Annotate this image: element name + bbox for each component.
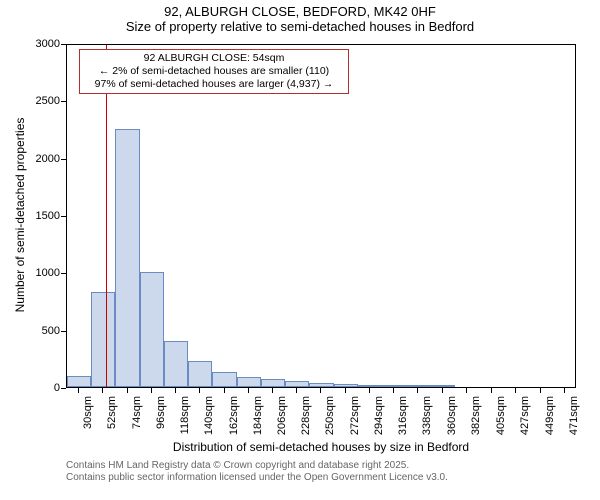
x-tick-mark bbox=[296, 388, 297, 393]
x-tick-label: 140sqm bbox=[203, 396, 215, 435]
x-tick-mark bbox=[127, 388, 128, 393]
x-axis-label: Distribution of semi-detached houses by … bbox=[66, 440, 576, 454]
x-tick-label: 338sqm bbox=[421, 396, 433, 435]
histogram-bar bbox=[91, 292, 115, 387]
y-tick-label: 2500 bbox=[20, 95, 60, 107]
x-tick-label: 118sqm bbox=[179, 396, 191, 434]
histogram-bar bbox=[261, 379, 285, 387]
x-tick-mark bbox=[369, 388, 370, 393]
x-tick-mark bbox=[78, 388, 79, 393]
annotation-line: ← 2% of semi-detached houses are smaller… bbox=[86, 65, 342, 78]
x-tick-mark bbox=[442, 388, 443, 393]
y-tick-mark bbox=[61, 159, 66, 160]
histogram-bar bbox=[406, 385, 430, 387]
histogram-bar bbox=[67, 376, 91, 387]
histogram-bar bbox=[188, 361, 212, 387]
chart-title-line1: 92, ALBURGH CLOSE, BEDFORD, MK42 0HF bbox=[0, 4, 600, 19]
x-tick-label: 316sqm bbox=[397, 396, 409, 435]
x-tick-label: 250sqm bbox=[324, 396, 336, 435]
histogram-bar bbox=[358, 385, 382, 387]
histogram-bar bbox=[334, 384, 358, 387]
x-tick-mark bbox=[393, 388, 394, 393]
x-tick-mark bbox=[272, 388, 273, 393]
chart-plot-area: 92 ALBURGH CLOSE: 54sqm← 2% of semi-deta… bbox=[66, 44, 576, 388]
x-tick-mark bbox=[564, 388, 565, 393]
histogram-bar bbox=[164, 341, 188, 387]
histogram-bar bbox=[140, 272, 164, 387]
x-tick-label: 294sqm bbox=[373, 396, 385, 435]
annotation-box: 92 ALBURGH CLOSE: 54sqm← 2% of semi-deta… bbox=[79, 49, 349, 94]
y-tick-mark bbox=[61, 331, 66, 332]
x-tick-label: 405sqm bbox=[495, 396, 507, 435]
y-tick-label: 0 bbox=[20, 382, 60, 394]
annotation-line: 92 ALBURGH CLOSE: 54sqm bbox=[86, 52, 342, 65]
histogram-bar bbox=[212, 372, 236, 387]
y-tick-mark bbox=[61, 388, 66, 389]
x-tick-label: 30sqm bbox=[82, 396, 94, 429]
x-tick-mark bbox=[345, 388, 346, 393]
x-tick-label: 272sqm bbox=[349, 396, 361, 435]
histogram-bar bbox=[115, 129, 139, 387]
x-tick-mark bbox=[540, 388, 541, 393]
x-tick-label: 427sqm bbox=[519, 396, 531, 435]
x-tick-label: 471sqm bbox=[568, 396, 580, 435]
histogram-bar bbox=[382, 385, 406, 387]
x-tick-mark bbox=[151, 388, 152, 393]
x-tick-mark bbox=[491, 388, 492, 393]
x-tick-label: 184sqm bbox=[252, 396, 264, 435]
x-tick-label: 382sqm bbox=[470, 396, 482, 435]
histogram-bar bbox=[309, 383, 333, 387]
x-tick-label: 206sqm bbox=[276, 396, 288, 435]
chart-title-block: 92, ALBURGH CLOSE, BEDFORD, MK42 0HF Siz… bbox=[0, 4, 600, 34]
histogram-bar bbox=[285, 381, 309, 387]
histogram-bar bbox=[237, 377, 261, 387]
y-tick-label: 500 bbox=[20, 325, 60, 337]
y-tick-mark bbox=[61, 44, 66, 45]
y-tick-label: 2000 bbox=[20, 153, 60, 165]
x-tick-label: 74sqm bbox=[131, 396, 143, 429]
x-tick-label: 228sqm bbox=[300, 396, 312, 435]
x-tick-mark bbox=[320, 388, 321, 393]
x-tick-label: 360sqm bbox=[446, 396, 458, 435]
x-tick-label: 449sqm bbox=[544, 396, 556, 435]
x-tick-label: 96sqm bbox=[155, 396, 167, 429]
y-tick-mark bbox=[61, 216, 66, 217]
x-tick-label: 162sqm bbox=[228, 396, 240, 435]
x-tick-mark bbox=[102, 388, 103, 393]
x-tick-mark bbox=[224, 388, 225, 393]
x-tick-label: 52sqm bbox=[106, 396, 118, 429]
x-tick-mark bbox=[199, 388, 200, 393]
y-tick-mark bbox=[61, 101, 66, 102]
x-tick-mark bbox=[417, 388, 418, 393]
x-tick-mark bbox=[466, 388, 467, 393]
x-tick-mark bbox=[175, 388, 176, 393]
footer-line1: Contains HM Land Registry data © Crown c… bbox=[66, 460, 448, 472]
property-marker-line bbox=[106, 45, 107, 387]
y-tick-label: 1000 bbox=[20, 267, 60, 279]
annotation-line: 97% of semi-detached houses are larger (… bbox=[86, 78, 342, 91]
y-tick-mark bbox=[61, 273, 66, 274]
histogram-bar bbox=[430, 385, 454, 387]
y-tick-label: 3000 bbox=[20, 38, 60, 50]
x-tick-mark bbox=[515, 388, 516, 393]
footer-line2: Contains public sector information licen… bbox=[66, 472, 448, 484]
x-tick-mark bbox=[248, 388, 249, 393]
chart-footer: Contains HM Land Registry data © Crown c… bbox=[66, 460, 448, 484]
chart-title-line2: Size of property relative to semi-detach… bbox=[0, 19, 600, 34]
y-tick-label: 1500 bbox=[20, 210, 60, 222]
